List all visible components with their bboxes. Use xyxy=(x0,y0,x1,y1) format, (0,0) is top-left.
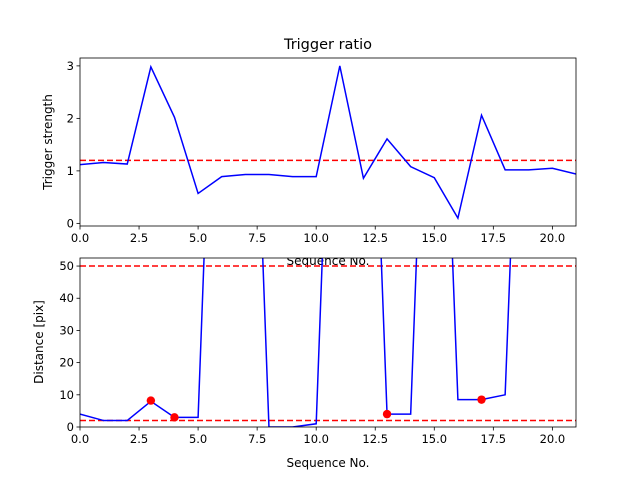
y-ticks: 0 1 2 3 xyxy=(67,59,80,230)
y-tick-label: 30 xyxy=(59,323,74,337)
x-ticks: 0.0 2.5 5.0 7.5 10.0 12.5 15.0 17.5 20.0 xyxy=(71,427,565,446)
x-tick-label: 17.5 xyxy=(481,231,507,245)
overlap-mask xyxy=(80,253,576,258)
x-tick-label: 15.0 xyxy=(421,231,447,245)
marker-group xyxy=(146,395,486,422)
series-group xyxy=(80,258,512,427)
data-point-marker xyxy=(146,396,156,405)
x-tick-label: 5.0 xyxy=(189,432,207,446)
x-tick-label: 17.5 xyxy=(481,432,507,446)
y-tick-label: 3 xyxy=(67,59,74,73)
y-tick-label: 10 xyxy=(59,388,74,402)
x-tick-label: 12.5 xyxy=(362,432,388,446)
x-tick-label: 2.5 xyxy=(130,231,148,245)
plot-frame xyxy=(79,57,577,227)
y-ticks: 0 10 20 30 40 50 xyxy=(59,259,80,434)
y-tick-label: 20 xyxy=(59,356,74,370)
y-axis-label: Distance [pix] xyxy=(32,300,46,384)
x-tick-label: 2.5 xyxy=(130,432,148,446)
series-line xyxy=(80,64,576,221)
y-tick-label: 0 xyxy=(67,216,74,230)
x-ticks: 0.0 2.5 5.0 7.5 10.0 12.5 15.0 17.5 20.0 xyxy=(71,226,565,245)
data-point-marker xyxy=(477,395,486,404)
distance-chart: 0.0 2.5 5.0 7.5 10.0 12.5 15.0 17.5 20.0 0 10 20 30… xyxy=(32,253,577,470)
x-tick-label: 20.0 xyxy=(540,231,566,245)
series-group xyxy=(80,64,576,221)
threshold-lines xyxy=(80,265,576,422)
data-point-marker xyxy=(170,413,179,422)
y-axis-label: Trigger strength xyxy=(41,94,55,191)
x-tick-label: 15.0 xyxy=(421,432,447,446)
series-line xyxy=(80,258,512,427)
x-tick-label: 0.0 xyxy=(71,432,89,446)
x-tick-label: 12.5 xyxy=(362,231,388,245)
data-point-marker xyxy=(382,409,392,419)
y-tick-label: 2 xyxy=(67,111,74,125)
x-tick-label: 10.0 xyxy=(303,432,329,446)
chart-title: Trigger ratio xyxy=(283,37,372,53)
x-tick-label: 0.0 xyxy=(71,231,89,245)
x-tick-label: 5.0 xyxy=(189,231,207,245)
x-tick-label: 20.0 xyxy=(540,432,566,446)
y-tick-label: 0 xyxy=(67,420,74,434)
y-tick-label: 1 xyxy=(67,164,74,178)
y-tick-label: 50 xyxy=(59,259,74,273)
plot-frame xyxy=(79,257,577,428)
x-axis-label: Sequence No. xyxy=(287,456,370,470)
x-tick-label: 10.0 xyxy=(303,231,329,245)
x-tick-label: 7.5 xyxy=(248,231,266,245)
x-tick-label: 7.5 xyxy=(248,432,266,446)
y-tick-label: 40 xyxy=(59,291,74,305)
